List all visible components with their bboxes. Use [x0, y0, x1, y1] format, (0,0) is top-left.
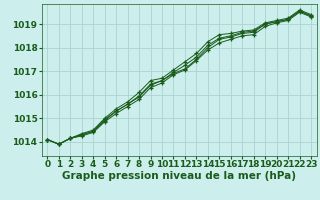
- X-axis label: Graphe pression niveau de la mer (hPa): Graphe pression niveau de la mer (hPa): [62, 171, 296, 181]
